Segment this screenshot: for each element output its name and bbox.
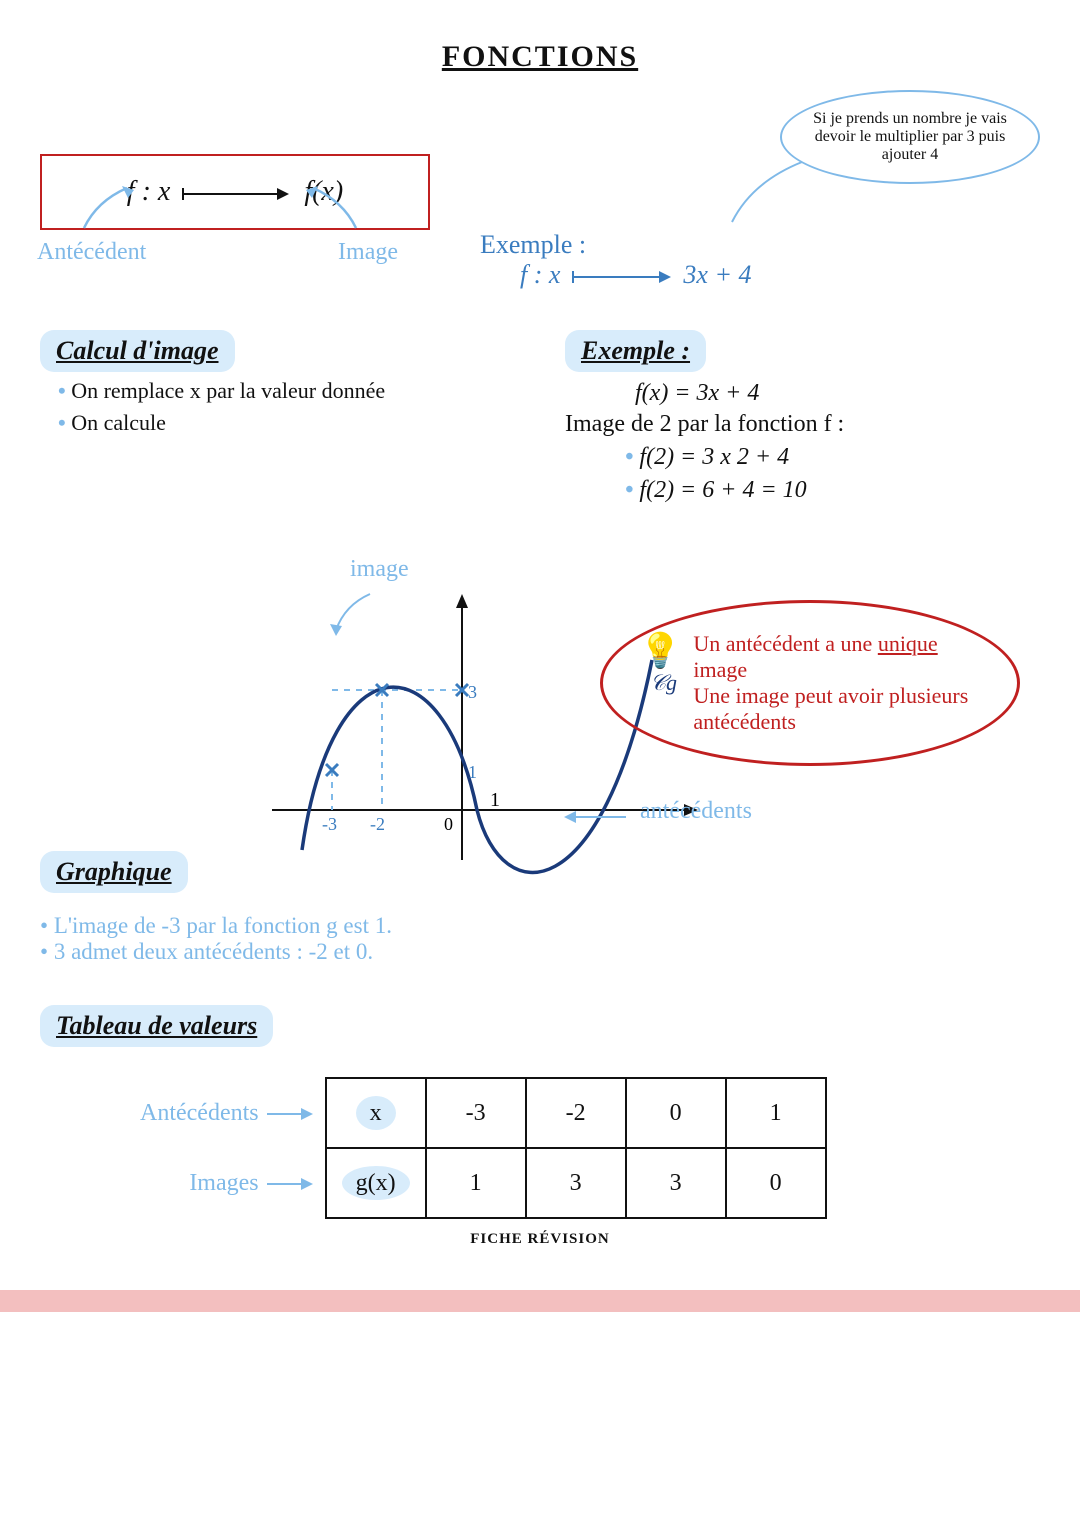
table-cell: 0	[626, 1078, 726, 1148]
table-cell: -2	[526, 1078, 626, 1148]
table-cell: 1	[726, 1078, 826, 1148]
xtick-m2: -2	[370, 814, 385, 834]
table-cell: 0	[726, 1148, 826, 1218]
example-top-mapping: f : x 3x + 4	[520, 260, 752, 290]
footer-bar	[0, 1290, 1080, 1312]
exemple-line2: Image de 2 par la fonction f :	[565, 411, 1040, 438]
lightbulb-icon: 💡	[639, 631, 681, 671]
antecedents-label-text: Antécédents	[140, 1100, 259, 1126]
callout-l1c: image	[693, 657, 747, 682]
example-top-rhs: 3x + 4	[683, 260, 751, 289]
callout-l2: Une image peut avoir plusieurs antécéden…	[693, 683, 968, 734]
interp-2: • 3 admet deux antécédents : -2 et 0.	[40, 939, 1040, 965]
bubble-tail	[722, 142, 812, 232]
section-graphique-heading: Graphique	[40, 851, 188, 893]
table-row-label-images: Images	[140, 1148, 325, 1218]
interp-2-text: 3 admet deux antécédents : -2 et 0.	[54, 939, 373, 964]
arrow-right-icon-2	[265, 1176, 315, 1192]
xtick-1: 1	[490, 789, 500, 811]
table-header-x: x	[356, 1096, 396, 1130]
section-exemple-heading: Exemple :	[565, 330, 706, 372]
section-tableau-heading: Tableau de valeurs	[40, 1005, 273, 1047]
xtick-0: 0	[444, 814, 453, 834]
table-row-label-antecedents: Antécédents	[140, 1078, 325, 1148]
callout-l1b: unique	[878, 631, 938, 656]
xtick-m3: -3	[322, 814, 337, 834]
page-title: FONCTIONS	[40, 40, 1040, 74]
antecedent-label: Antécédent	[37, 239, 146, 266]
values-table: x -3 -2 0 1 g(x) 1 3 3 0	[325, 1077, 827, 1219]
exemple-line3: f(2) = 3 x 2 + 4	[625, 444, 1040, 471]
table-header-gx: g(x)	[342, 1166, 410, 1200]
table-cell: -3	[426, 1078, 526, 1148]
ytick-3: 3	[468, 682, 477, 702]
images-label-text: Images	[189, 1170, 258, 1196]
table-cell: 3	[526, 1148, 626, 1218]
example-top-lhs: f : x	[520, 260, 560, 289]
ytick-1: 1	[468, 762, 477, 782]
callout-text: Un antécédent a une unique image Une ima…	[693, 631, 981, 735]
arrow-to-image	[298, 186, 368, 236]
graph-image-label: image	[350, 556, 409, 583]
table-row: g(x) 1 3 3 0	[326, 1148, 826, 1218]
exemple-line1: f(x) = 3x + 4	[635, 380, 1040, 407]
interp-1-text: L'image de -3 par la fonction g est 1.	[54, 913, 392, 938]
calcul-bullet-1: On remplace x par la valeur donnée	[58, 378, 515, 404]
speech-bubble: Si je prends un nombre je vais devoir le…	[780, 90, 1040, 184]
arrow-to-y-axis	[330, 590, 380, 640]
arrow-to-antecedent	[72, 186, 142, 236]
interp-1: • L'image de -3 par la fonction g est 1.	[40, 913, 1040, 939]
mapsto-arrow	[177, 184, 297, 204]
bubble-text: Si je prends un nombre je vais devoir le…	[813, 110, 1007, 163]
arrow-to-x-axis	[560, 805, 630, 829]
calcul-bullet-2: On calcule	[58, 410, 515, 436]
table-cell: 1	[426, 1148, 526, 1218]
example-top: Exemple : f : x 3x + 4	[480, 230, 752, 290]
image-label: Image	[338, 239, 398, 266]
definition-box: f : x f(x) Antécédent Image	[40, 154, 430, 230]
table-row: x -3 -2 0 1	[326, 1078, 826, 1148]
exemple-line4: f(2) = 6 + 4 = 10	[639, 477, 806, 503]
graph-antecedents-label: antécédents	[640, 798, 752, 825]
arrow-right-icon	[265, 1106, 315, 1122]
footer-label: FICHE RÉVISION	[0, 1219, 1080, 1250]
callout-l1a: Un antécédent a une	[693, 631, 877, 656]
example-top-label: Exemple :	[480, 230, 752, 260]
section-calcul-heading: Calcul d'image	[40, 330, 235, 372]
key-fact-callout: 💡 Un antécédent a une unique image Une i…	[600, 600, 1020, 766]
table-cell: 3	[626, 1148, 726, 1218]
mapsto-arrow-2	[567, 267, 677, 287]
